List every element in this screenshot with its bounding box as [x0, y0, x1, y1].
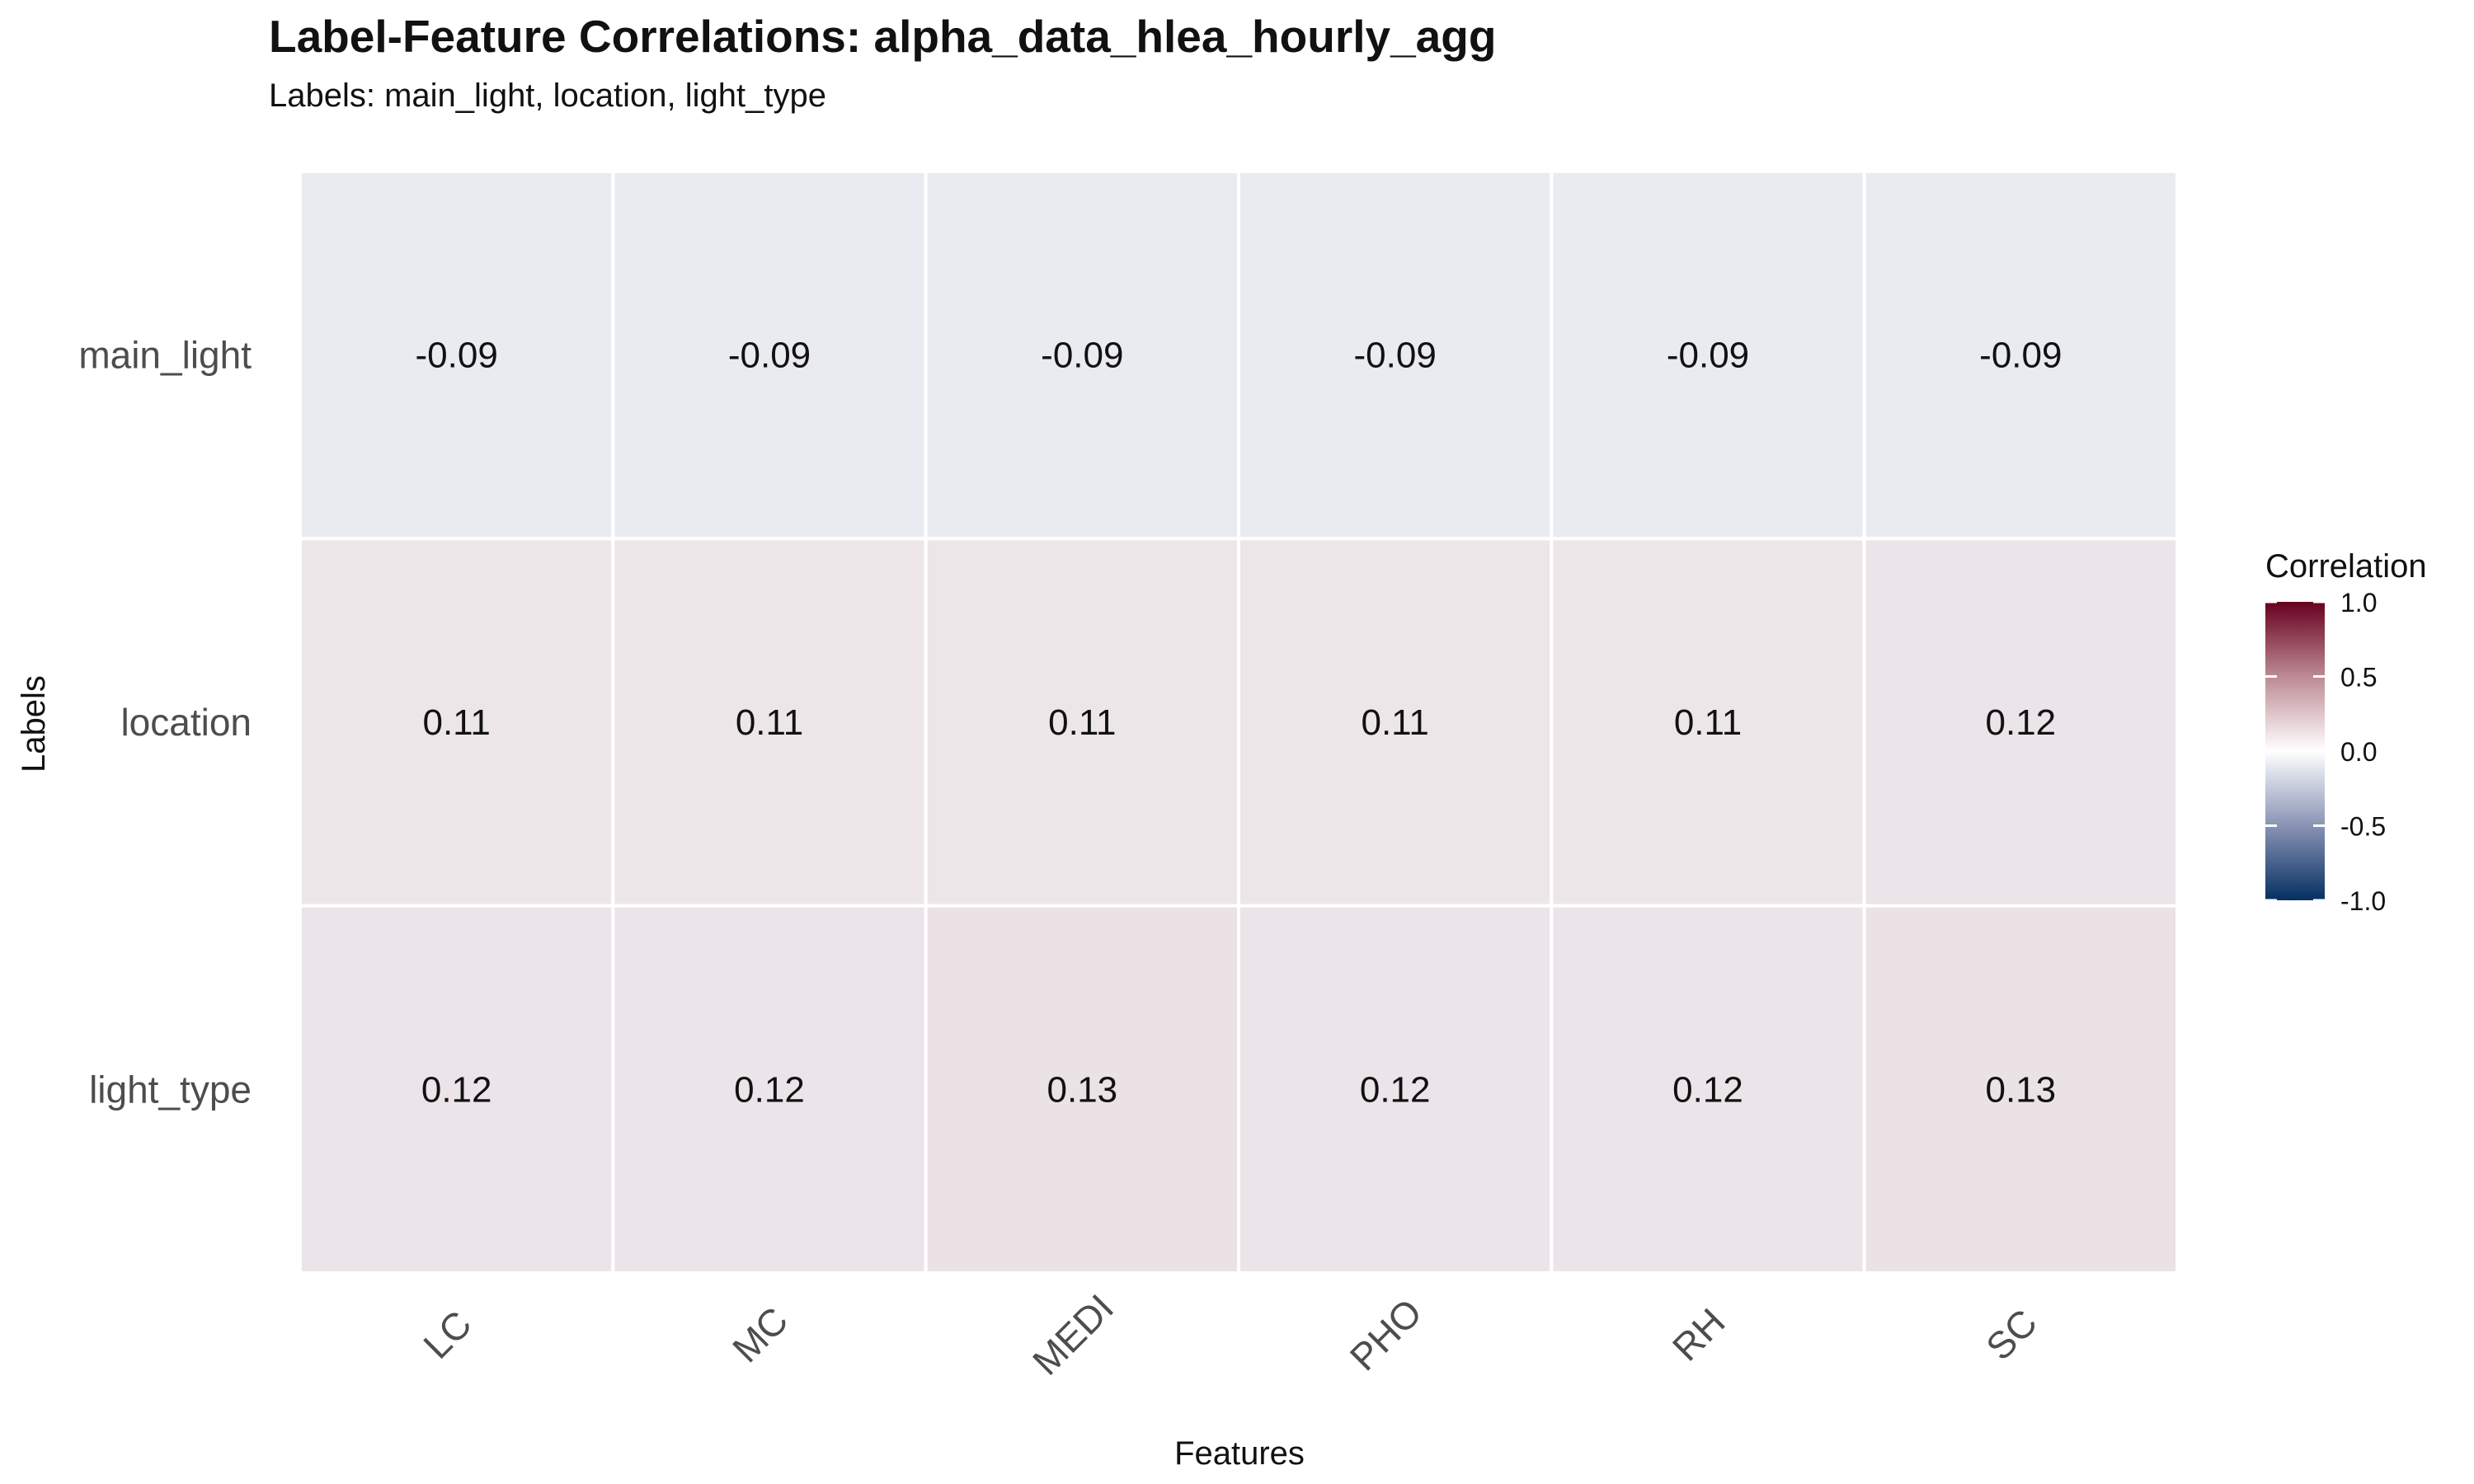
y-axis-tick-labels: main_light location light_type — [78, 334, 252, 1111]
legend-tick-label: -1.0 — [2340, 886, 2386, 916]
heatmap-cell-value: 0.11 — [1674, 702, 1742, 743]
heatmap-cell — [299, 537, 615, 908]
x-axis-title: Features — [1174, 1435, 1305, 1472]
heatmap-cell-value: -0.09 — [416, 336, 498, 376]
heatmap-cell-labels: -0.09 -0.09 -0.09 -0.09 -0.09 -0.09 0.11 0.11 0.… — [416, 336, 2062, 1111]
heatmap-cell — [1550, 170, 1866, 541]
heatmap-cell-value: -0.09 — [1979, 336, 2062, 376]
legend-ticks: 1.0 0.5 0.0 -0.5 -1.0 — [2265, 588, 2386, 916]
heatmap-cell — [611, 904, 928, 1275]
heatmap-cell-value: -0.09 — [1041, 336, 1123, 376]
heatmap-cell-value: 0.11 — [1361, 702, 1428, 743]
heatmap-cell — [611, 537, 928, 908]
heatmap-cell-value: 0.12 — [1360, 1069, 1431, 1110]
legend-tick-label: 0.5 — [2340, 663, 2377, 693]
heatmap-cell-value: -0.09 — [1667, 336, 1749, 376]
x-tick-label: PHO — [1342, 1290, 1430, 1378]
heatmap-cells — [299, 170, 2180, 1275]
heatmap-cell — [924, 170, 1240, 541]
legend-tick-label: 1.0 — [2340, 588, 2377, 618]
heatmap-cell-value: 0.11 — [1048, 702, 1116, 743]
heatmap-cell — [1862, 170, 2180, 541]
heatmap-cell-value: 0.12 — [1986, 702, 2057, 743]
x-tick-label: MEDI — [1024, 1286, 1122, 1383]
heatmap-cell — [1237, 170, 1554, 541]
heatmap-cell-value: 0.11 — [736, 702, 803, 743]
x-tick-label: LC — [415, 1303, 479, 1367]
x-tick-label: SC — [1978, 1301, 2045, 1369]
x-tick-label: RH — [1664, 1300, 1733, 1369]
heatmap-cell — [1550, 904, 1866, 1275]
chart-subtitle: Labels: main_light, location, light_type — [269, 77, 826, 114]
heatmap-cell-value: 0.12 — [1672, 1069, 1743, 1110]
heatmap-cell — [1862, 537, 2180, 908]
heatmap-cell — [1237, 537, 1554, 908]
heatmap-cell-value: 0.11 — [422, 702, 490, 743]
y-tick-label: main_light — [78, 334, 252, 377]
legend-title: Correlation — [2265, 548, 2427, 585]
heatmap-cell — [1550, 537, 1866, 908]
heatmap-cell-value: 0.12 — [734, 1069, 805, 1110]
x-axis-tick-labels: LC MC MEDI PHO RH SC — [415, 1286, 2045, 1383]
color-legend: Correlation 1.0 0.5 0.0 -0.5 -1.0 — [2265, 548, 2427, 916]
heatmap-cell-value: -0.09 — [728, 336, 811, 376]
heatmap-cell-value: 0.13 — [1047, 1069, 1118, 1110]
heatmap-cell-value: -0.09 — [1354, 336, 1437, 376]
y-tick-label: location — [120, 701, 252, 744]
chart-title: Label-Feature Correlations: alpha_data_h… — [269, 11, 1497, 62]
y-axis-title: Labels — [16, 675, 52, 773]
legend-tick-label: -0.5 — [2340, 812, 2386, 842]
y-tick-label: light_type — [89, 1068, 252, 1111]
heatmap-cell — [299, 904, 615, 1275]
legend-tick-label: 0.0 — [2340, 737, 2377, 767]
x-tick-label: MC — [724, 1298, 796, 1370]
heatmap-cell-value: 0.12 — [421, 1069, 492, 1110]
heatmap-cell — [1862, 904, 2180, 1275]
heatmap-cell-value: 0.13 — [1986, 1069, 2057, 1110]
